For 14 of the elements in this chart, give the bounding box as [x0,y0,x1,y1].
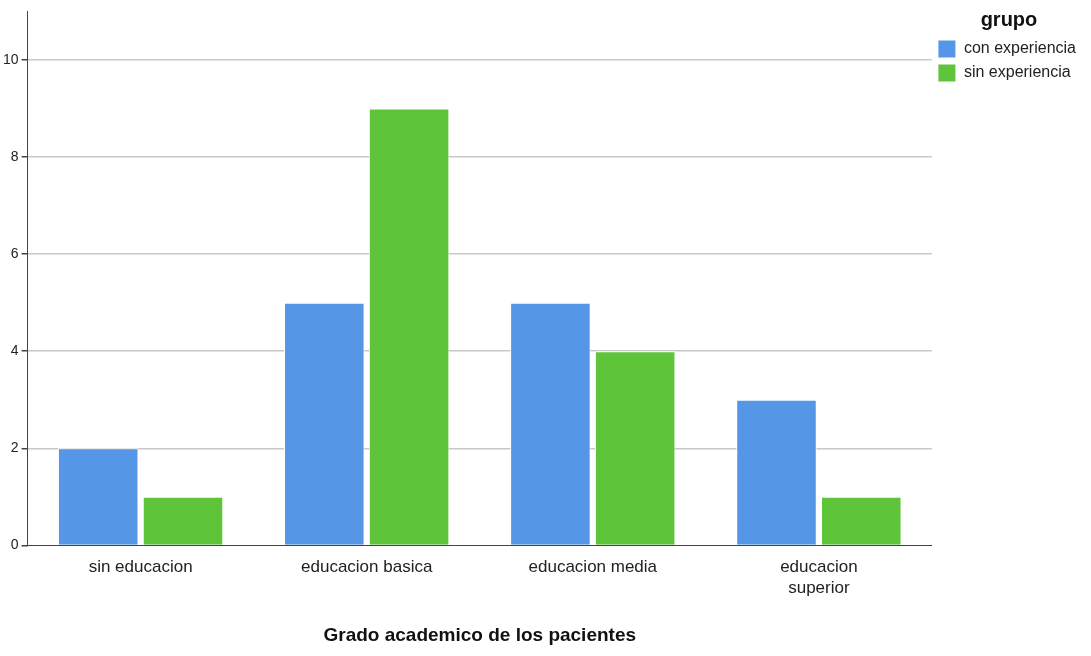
x-tick-label: educacion basica [301,557,433,577]
legend-label: sin experiencia [963,63,1071,81]
y-tick-label: 4 [10,342,19,359]
y-tick-label: 6 [10,244,19,261]
y-tick-label: 2 [10,439,19,456]
x-tick-label: sin educacion [88,557,193,577]
x-axis-title: Grado academico de los pacientes [323,623,637,645]
legend-label: con experiencia [963,39,1077,57]
y-tick-label: 10 [2,50,19,67]
x-tick-label: educacion superior [780,557,858,597]
y-tick-label: 0 [10,536,19,553]
y-tick-label: 8 [10,147,19,164]
x-tick-label: educacion media [528,557,658,577]
legend-title: grupo [980,7,1038,30]
